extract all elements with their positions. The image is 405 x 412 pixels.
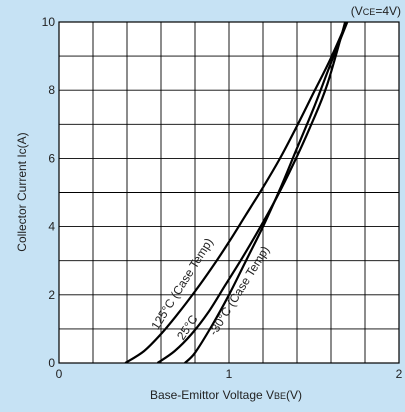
axis-ticks: 0 2 4 6 8 10 0 1 2 xyxy=(42,15,403,381)
condition-label: (VCE=4V) xyxy=(351,4,401,18)
y-tick-label: 4 xyxy=(48,220,55,234)
y-tick-label: 10 xyxy=(42,15,56,29)
y-tick-label: 8 xyxy=(48,83,55,97)
y-axis-label: Collector Current Ic(A) xyxy=(15,132,29,251)
y-tick-label: 6 xyxy=(48,151,55,165)
series-line xyxy=(156,22,347,363)
plot-frame xyxy=(58,21,400,364)
y-tick-label: 2 xyxy=(48,288,55,302)
x-tick-label: 2 xyxy=(396,367,403,381)
series-line xyxy=(184,22,349,363)
series-group xyxy=(124,22,349,363)
x-tick-label: 1 xyxy=(226,367,233,381)
series-line xyxy=(124,22,349,363)
x-tick-label: 0 xyxy=(56,367,63,381)
x-axis-label: Base-Emittor Voltage VBE(V) xyxy=(150,388,302,402)
y-tick-label: 0 xyxy=(48,356,55,370)
grid xyxy=(59,22,399,363)
